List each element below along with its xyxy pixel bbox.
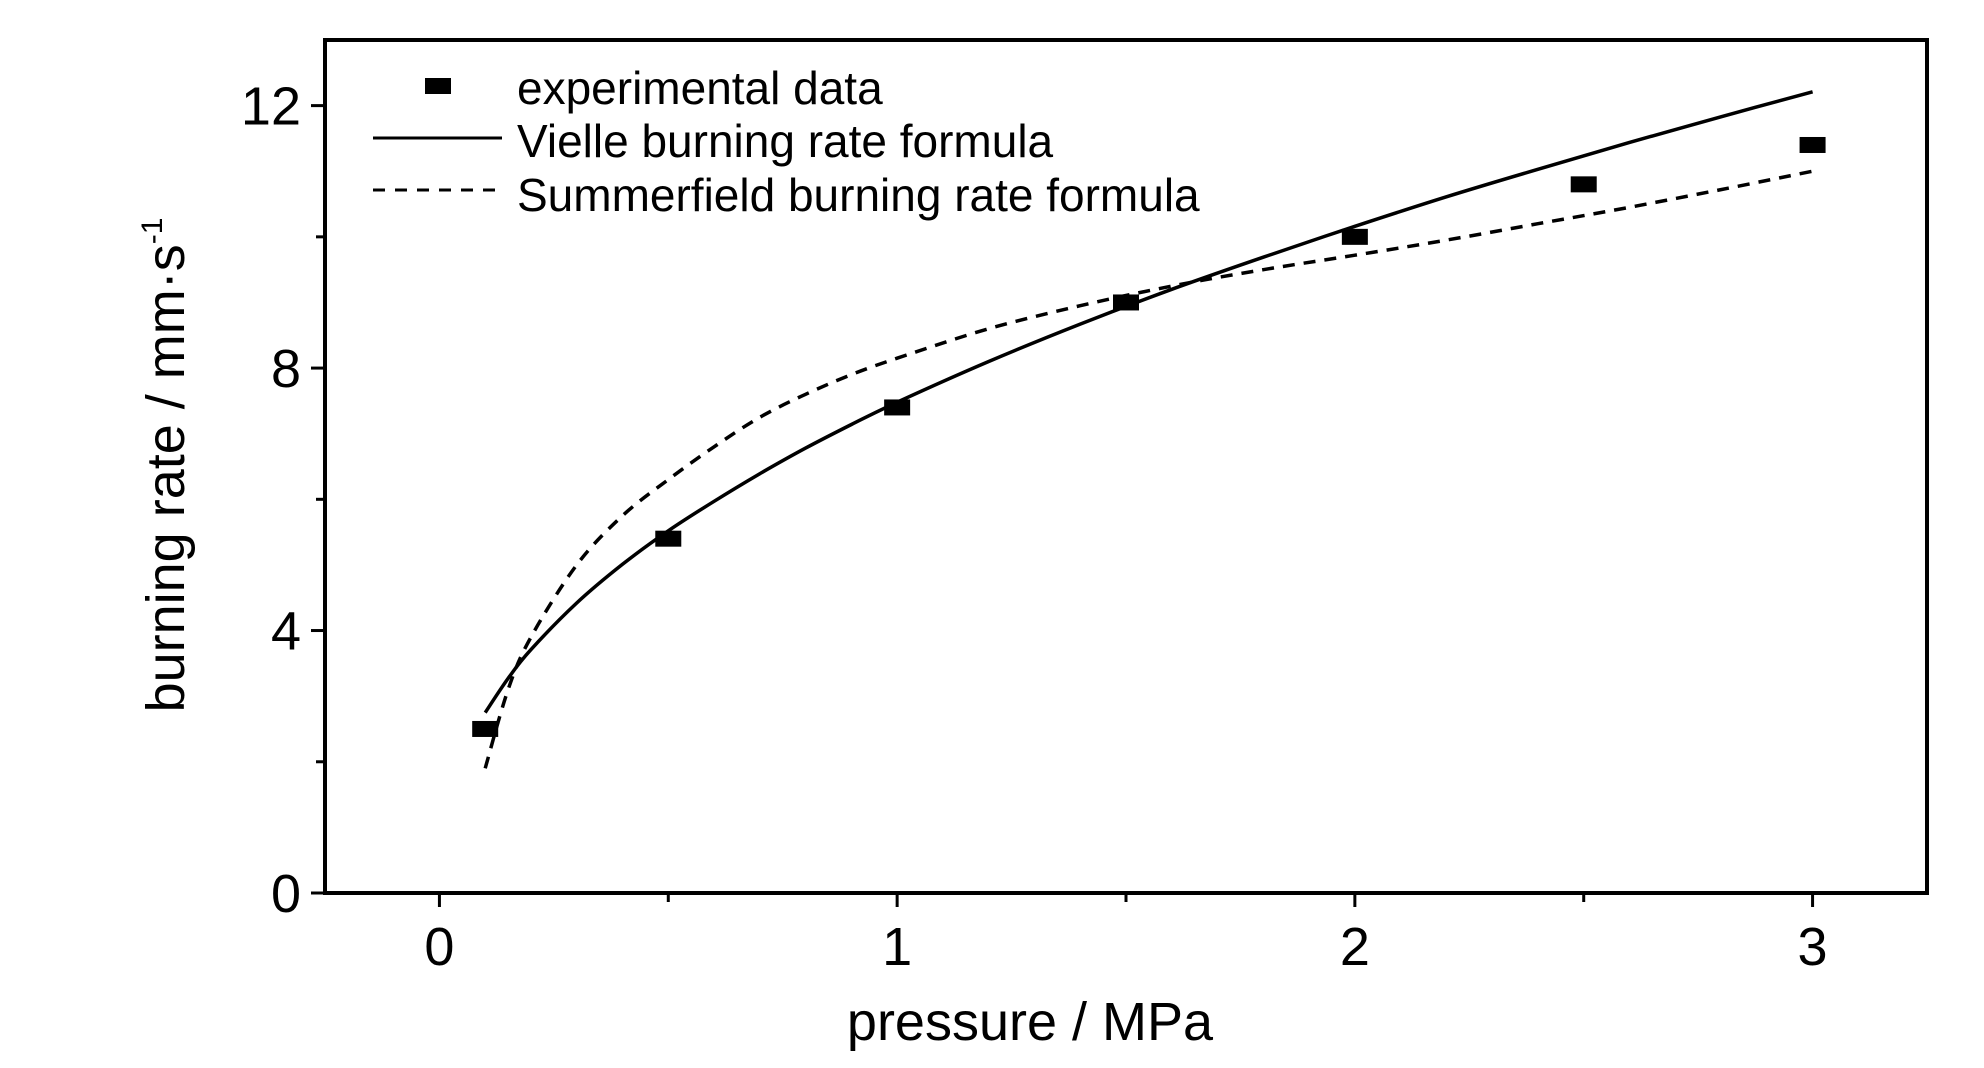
y-axis-title-superscript: -1	[136, 218, 169, 245]
experimental-data-point	[1341, 228, 1368, 245]
legend-label-summerfield: Summerfield burning rate formula	[517, 169, 1200, 221]
x-tick-label: 1	[882, 917, 912, 977]
y-tick-label: 12	[241, 77, 301, 137]
vielle-curve	[483, 90, 1814, 714]
x-axis-ticks: 0 1 2 3	[424, 893, 1828, 977]
y-axis-ticks: 0 4 8 12	[241, 77, 325, 924]
y-axis-title: burning rate / mm·s-1	[136, 218, 196, 713]
experimental-data-point	[1113, 294, 1139, 311]
plot-frame	[323, 38, 1929, 895]
legend-label-vielle: Vielle burning rate formula	[517, 115, 1054, 167]
x-tick-label: 2	[1340, 917, 1370, 977]
legend-marker-experimental-data	[425, 78, 451, 94]
y-tick-label: 8	[271, 339, 301, 399]
y-axis-title-base: burning rate / mm·s	[136, 244, 196, 712]
experimental-data-point	[884, 399, 911, 416]
experimental-data-point	[655, 530, 682, 547]
x-tick-label: 0	[424, 917, 454, 977]
legend: experimental data Vielle burning rate fo…	[373, 62, 1200, 221]
experimental-data-point	[1570, 176, 1597, 193]
experimental-data-point	[472, 720, 499, 737]
series-layer	[472, 90, 1826, 769]
x-tick-label: 3	[1798, 917, 1828, 977]
x-axis-title: pressure / MPa	[847, 992, 1214, 1052]
summerfield-curve	[483, 169, 1813, 769]
y-tick-label: 0	[271, 864, 301, 924]
experimental-data-point	[1799, 136, 1826, 153]
legend-label-experimental-data: experimental data	[517, 62, 883, 114]
y-tick-label: 4	[271, 602, 301, 662]
